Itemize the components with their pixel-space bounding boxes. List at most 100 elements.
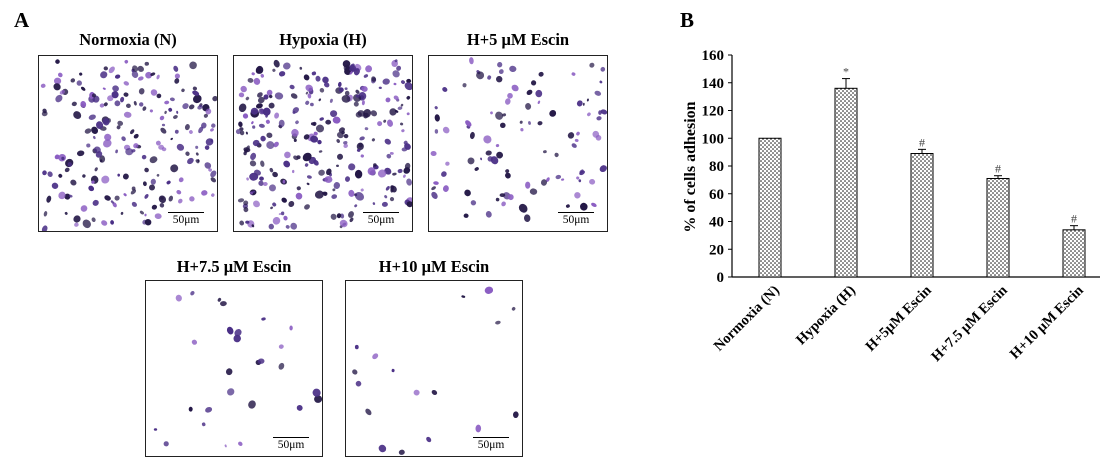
- stained-cell: [250, 107, 259, 115]
- stained-cell: [126, 103, 131, 109]
- stained-cell: [535, 89, 543, 98]
- stained-cell: [393, 82, 397, 86]
- stained-cell: [175, 294, 182, 302]
- stained-cell: [252, 139, 260, 147]
- stained-cell: [283, 215, 288, 221]
- stained-cell: [377, 169, 387, 178]
- stained-cell: [600, 109, 607, 115]
- stained-cell: [499, 193, 506, 198]
- stained-cell: [247, 77, 254, 83]
- stained-cell: [258, 123, 265, 128]
- stained-cell: [500, 122, 506, 129]
- stained-cell: [467, 157, 475, 165]
- stained-cell: [104, 133, 112, 141]
- stained-cell: [397, 168, 403, 174]
- y-tick-label: 60: [709, 187, 724, 203]
- stained-cell: [174, 78, 180, 84]
- panel-b-label: B: [680, 8, 695, 32]
- stained-cell: [77, 150, 85, 157]
- stained-cell: [82, 174, 86, 178]
- stained-cell: [88, 185, 95, 192]
- stained-cell: [599, 80, 603, 84]
- stained-cell: [71, 101, 77, 107]
- stained-cell: [201, 190, 208, 196]
- stained-cell: [239, 130, 245, 136]
- cell-stain-image: [153, 291, 322, 448]
- stained-cell: [520, 128, 524, 132]
- stained-cell: [531, 80, 537, 86]
- stained-cell: [361, 86, 368, 92]
- stained-cell: [54, 77, 62, 85]
- stained-cell: [205, 406, 213, 413]
- scale-bar: 50μm: [359, 212, 403, 226]
- stained-cell: [233, 334, 241, 343]
- significance-mark: *: [843, 65, 849, 79]
- stained-cell: [355, 89, 360, 94]
- stained-cell: [195, 152, 199, 156]
- stained-cell: [354, 344, 359, 350]
- stained-cell: [304, 204, 310, 210]
- stained-cell: [596, 116, 602, 121]
- stained-cell: [505, 172, 511, 179]
- y-axis-label: % of cells adhesion: [682, 101, 699, 232]
- stained-cell: [461, 295, 466, 298]
- stained-cell: [58, 173, 63, 178]
- stained-cell: [257, 358, 265, 364]
- stained-cell: [305, 84, 313, 92]
- stained-cell: [161, 123, 166, 127]
- stained-cell: [371, 76, 377, 82]
- stained-cell: [574, 192, 581, 199]
- scale-bar-label: 50μm: [277, 439, 305, 451]
- stained-cell: [273, 59, 280, 68]
- stained-cell: [356, 148, 361, 152]
- stained-cell: [131, 71, 139, 78]
- stained-cell: [130, 189, 137, 195]
- stained-cell: [433, 181, 439, 185]
- micrograph-title-10um-escin: H+10 μM Escin: [378, 257, 490, 276]
- stained-cell: [191, 339, 198, 345]
- stained-cell: [469, 57, 474, 65]
- stained-cell: [142, 106, 147, 111]
- stained-cell: [130, 129, 135, 135]
- stained-cell: [372, 202, 376, 205]
- x-tick-label: Hypoxia (H): [793, 282, 859, 348]
- stained-cell: [160, 127, 167, 134]
- stained-cell: [339, 219, 348, 228]
- stained-cell: [330, 213, 337, 220]
- stained-cell: [289, 325, 293, 331]
- stained-cell: [150, 89, 158, 96]
- stained-cell: [316, 124, 324, 133]
- stained-cell: [123, 81, 129, 86]
- stained-cell: [249, 191, 253, 195]
- stained-cell: [168, 107, 173, 112]
- y-tick-label: 120: [702, 104, 725, 120]
- stained-cell: [255, 103, 263, 109]
- stained-cell: [161, 147, 167, 152]
- significance-mark: #: [995, 162, 1001, 176]
- stained-cell: [540, 179, 548, 186]
- stained-cell: [367, 167, 376, 176]
- stained-cell: [383, 119, 387, 123]
- stained-cell: [392, 70, 400, 78]
- stained-cell: [234, 329, 242, 337]
- stained-cell: [210, 170, 217, 178]
- stained-cell: [336, 213, 342, 219]
- stained-cell: [95, 151, 103, 158]
- micrograph-normoxia: 50μm: [38, 55, 218, 232]
- stained-cell: [361, 100, 365, 106]
- stained-cell: [156, 173, 160, 177]
- stained-cell: [313, 159, 319, 166]
- micrograph-7-5um-escin: 50μm: [145, 280, 323, 457]
- stained-cell: [363, 74, 369, 78]
- stained-cell: [594, 90, 602, 96]
- stained-cell: [131, 186, 136, 191]
- stained-cell: [333, 182, 341, 189]
- stained-cell: [76, 80, 82, 86]
- stained-cell: [404, 82, 412, 91]
- stained-cell: [254, 169, 261, 176]
- stained-cell: [246, 145, 250, 151]
- stained-cell: [103, 139, 112, 148]
- stained-cell: [116, 125, 121, 130]
- stained-cell: [295, 120, 299, 125]
- stained-cell: [576, 131, 580, 136]
